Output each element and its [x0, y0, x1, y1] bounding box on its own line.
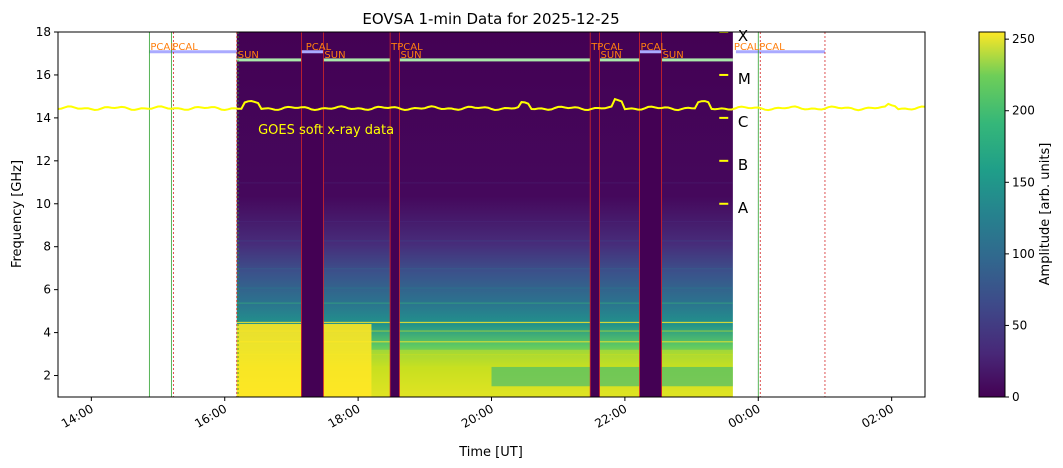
- spectral-streak: [236, 268, 733, 270]
- scan-label: PCAL: [306, 42, 332, 53]
- colorbar-ticks: 0 50 100 150 200 250: [1005, 32, 1035, 404]
- y-tick-label: 2: [43, 369, 51, 383]
- x-tick-label: 00:00: [726, 401, 763, 430]
- y-axis-label: Frequency [GHz]: [10, 160, 25, 268]
- y-tick-label: 6: [43, 283, 51, 297]
- x-axis-label: Time [UT]: [458, 445, 523, 460]
- calibration-gap: [301, 32, 324, 397]
- scan-label: PCAL: [759, 42, 785, 53]
- chart-title: EOVSA 1-min Data for 2025-12-25: [362, 10, 619, 28]
- x-tick-label: 02:00: [859, 401, 896, 430]
- calibration-gap: [639, 32, 662, 397]
- y-tick-label: 18: [36, 25, 51, 39]
- spectral-streak: [236, 302, 733, 304]
- y-tick-label: 8: [43, 240, 51, 254]
- colorbar-tick-label: 50: [1012, 318, 1027, 332]
- calibration-gap: [590, 32, 600, 397]
- low-frequency-band: [491, 366, 733, 387]
- y-tick-label: 14: [36, 111, 51, 125]
- sun-status-bar: [599, 58, 640, 62]
- x-tick-label: 18:00: [326, 401, 363, 430]
- x-axis-ticks: 14:00 16:00 18:00 20:00 22:00 00:00 02:00: [59, 397, 896, 431]
- plot-area: GOES soft x-ray dataPCALPCALSUNPCALSUNTP…: [57, 31, 926, 398]
- spectrogram-layer: GOES soft x-ray dataPCALPCALSUNPCALSUNTP…: [58, 32, 925, 397]
- goes-overlay-label: GOES soft x-ray data: [258, 123, 394, 138]
- scan-label: SUN: [238, 50, 259, 61]
- spectral-streak: [236, 220, 733, 223]
- x-tick-label: 14:00: [59, 401, 96, 430]
- colorbar-label: Amplitude [arb. units]: [1038, 143, 1053, 286]
- x-tick-label: 22:00: [592, 401, 629, 430]
- goes-class-label: C: [738, 113, 748, 131]
- y-tick-label: 16: [36, 68, 51, 82]
- sun-status-bar: [399, 58, 591, 62]
- scan-label: SUN: [400, 50, 421, 61]
- colorbar: 0 50 100 150 200 250 Amplitude [arb. units]: [978, 31, 1053, 404]
- scan-label: TPCAL: [590, 42, 623, 53]
- spectral-streak: [236, 341, 733, 343]
- goes-class-label: M: [738, 70, 751, 88]
- sun-status-bar: [323, 58, 391, 62]
- scan-label: SUN: [601, 50, 622, 61]
- scan-label: SUN: [324, 50, 345, 61]
- pcal-status-bar: [149, 50, 237, 54]
- colorbar-tick-label: 0: [1012, 390, 1020, 404]
- y-axis-ticks: 2 4 6 8 10 12 14 16 18: [36, 25, 58, 383]
- colorbar-tick-label: 200: [1012, 104, 1035, 118]
- spectral-streak: [236, 240, 733, 242]
- goes-class-label: B: [738, 156, 748, 174]
- x-tick-label: 16:00: [192, 401, 229, 430]
- colorbar-frame: [978, 31, 1006, 398]
- y-tick-label: 4: [43, 326, 51, 340]
- x-tick-label: 20:00: [459, 401, 496, 430]
- pcal-status-bar: [639, 50, 662, 54]
- goes-class-label: X: [738, 27, 748, 45]
- colorbar-tick-label: 150: [1012, 175, 1035, 189]
- spectral-streak: [236, 182, 733, 184]
- spectral-streak: [236, 330, 733, 332]
- goes-class-label: A: [738, 199, 749, 217]
- pcal-status-bar: [732, 50, 825, 54]
- scan-label: TPCAL: [390, 42, 423, 53]
- scan-label: PCAL: [172, 42, 198, 53]
- scan-label: PCAL: [150, 42, 176, 53]
- sun-status-bar: [236, 58, 302, 62]
- colorbar-gradient: [979, 32, 1005, 397]
- y-tick-label: 10: [36, 197, 51, 211]
- calibration-gap: [390, 32, 400, 397]
- scan-label: PCAL: [641, 42, 667, 53]
- scan-label: PCAL: [734, 42, 760, 53]
- goes-xray-curve: [58, 97, 925, 112]
- y-tick-label: 12: [36, 154, 51, 168]
- scan-label: SUN: [663, 50, 684, 61]
- sun-status-bar: [661, 58, 733, 62]
- spectral-streak: [236, 287, 733, 289]
- pcal-status-bar: [301, 50, 324, 54]
- colorbar-tick-label: 100: [1012, 247, 1035, 261]
- label-gutter: [732, 32, 736, 397]
- colorbar-tick-label: 250: [1012, 32, 1035, 46]
- spectral-streak: [236, 321, 733, 324]
